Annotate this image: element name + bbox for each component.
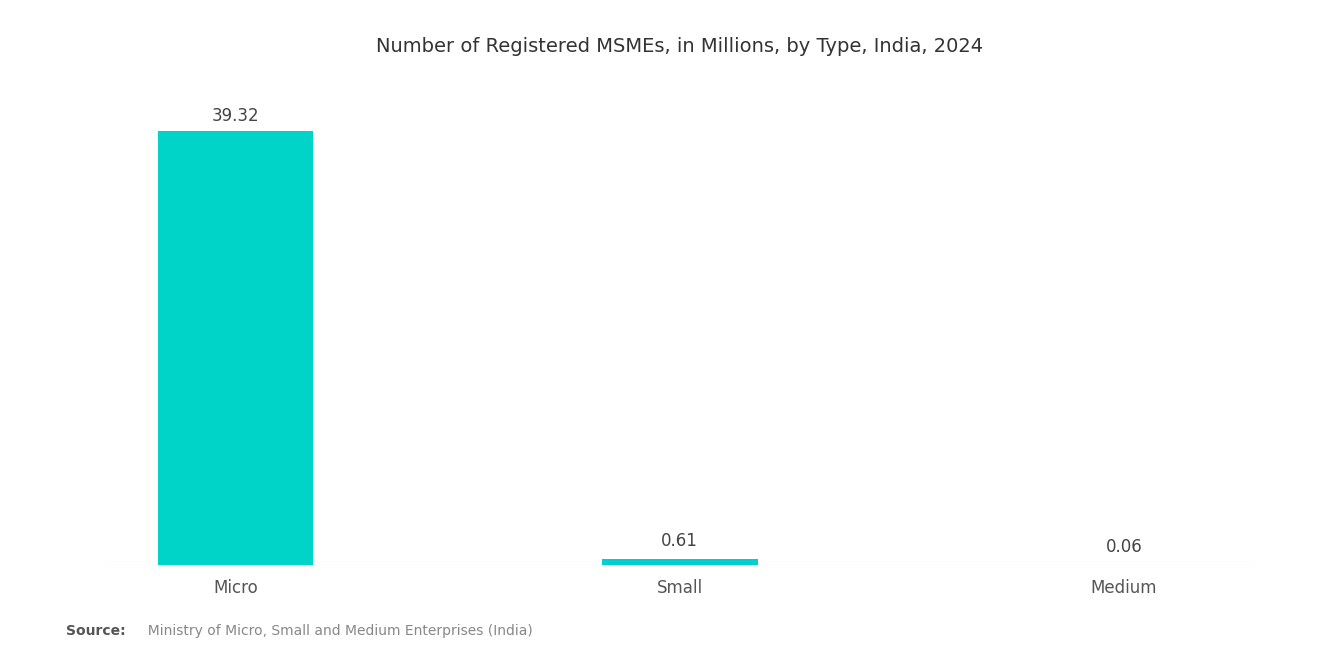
Text: Source:: Source: — [66, 624, 125, 638]
Text: 0.61: 0.61 — [661, 532, 698, 550]
Title: Number of Registered MSMEs, in Millions, by Type, India, 2024: Number of Registered MSMEs, in Millions,… — [376, 37, 983, 56]
Text: 0.06: 0.06 — [1106, 538, 1142, 556]
Text: 39.32: 39.32 — [211, 107, 259, 125]
Text: Ministry of Micro, Small and Medium Enterprises (India): Ministry of Micro, Small and Medium Ente… — [139, 624, 532, 638]
Bar — [602, 559, 758, 565]
Bar — [158, 132, 313, 565]
